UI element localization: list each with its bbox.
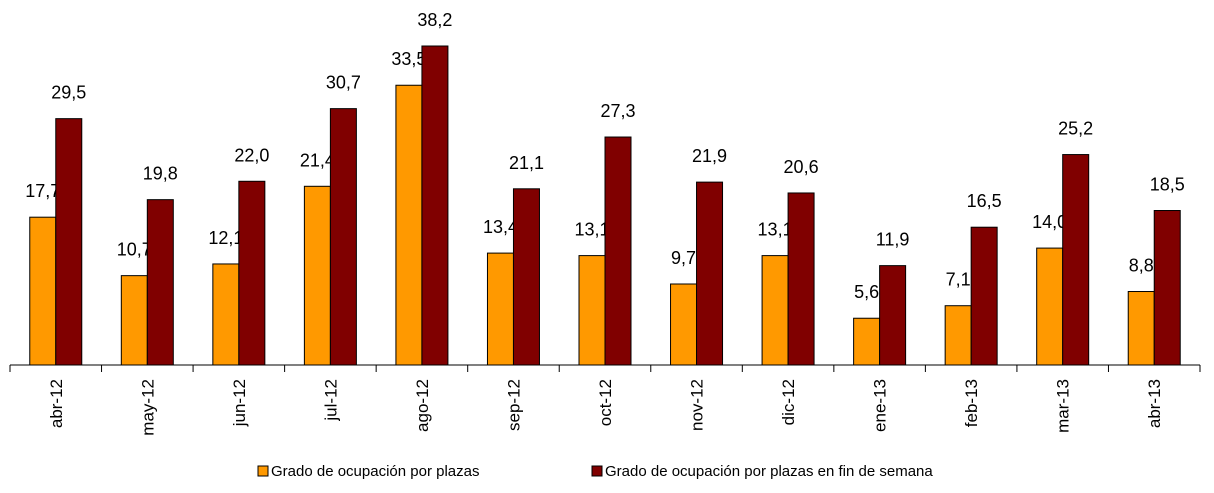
data-label-fin-de-semana-abr-12: 29,5 bbox=[51, 83, 86, 103]
data-label-plazas-abr-12: 17,7 bbox=[25, 181, 60, 201]
bars-layer: 17,7 29,5 10,7 19,8 12,1 22,0 21,4 30,7 33,5 38,2… bbox=[25, 10, 1185, 366]
x-axis: abr-12 may-12 jun-12 jul-12 ago-12 sep-12 oct-… bbox=[9, 364, 1201, 436]
bar-fin-de-semana-sep-12 bbox=[512, 188, 540, 366]
data-label-fin-de-semana-may-12: 19,8 bbox=[143, 164, 178, 184]
data-label-fin-de-semana-abr-13: 18,5 bbox=[1150, 175, 1185, 195]
x-tick-label-abr-13: abr-13 bbox=[1145, 379, 1164, 428]
bar-plazas-feb-13 bbox=[944, 305, 972, 366]
bar-fin-de-semana-feb-13 bbox=[970, 226, 998, 366]
x-tick-label-oct-12: oct-12 bbox=[596, 379, 615, 426]
data-label-plazas-jul-12: 21,4 bbox=[300, 150, 335, 170]
bar-plazas-dic-12 bbox=[761, 255, 789, 366]
bar-fin-de-semana-dic-12 bbox=[787, 192, 815, 366]
bar-plazas-nov-12 bbox=[670, 283, 698, 366]
bar-plazas-may-12 bbox=[120, 275, 148, 366]
data-label-plazas-ene-13: 5,6 bbox=[854, 282, 879, 302]
bar-fin-de-semana-jun-12 bbox=[238, 180, 266, 366]
x-tick-label-ene-13: ene-13 bbox=[871, 379, 890, 432]
bar-plazas-abr-12 bbox=[29, 216, 57, 366]
x-tick-label-ago-12: ago-12 bbox=[413, 379, 432, 432]
data-label-plazas-may-12: 10,7 bbox=[117, 240, 152, 260]
x-tick-label-mar-13: mar-13 bbox=[1054, 379, 1073, 433]
data-label-fin-de-semana-sep-12: 21,1 bbox=[509, 153, 544, 173]
x-tick-label-feb-13: feb-13 bbox=[962, 379, 981, 427]
legend-label-plazas: Grado de ocupación por plazas bbox=[271, 463, 479, 480]
data-label-fin-de-semana-jun-12: 22,0 bbox=[234, 145, 269, 165]
data-label-plazas-dic-12: 13,1 bbox=[758, 220, 793, 240]
data-label-plazas-ago-12: 33,5 bbox=[391, 49, 426, 69]
x-tick-label-jul-12: jul-12 bbox=[321, 379, 340, 422]
legend-label-fin-de-semana: Grado de ocupación por plazas en fin de … bbox=[605, 463, 933, 480]
bar-plazas-mar-13 bbox=[1036, 247, 1064, 366]
legend: Grado de ocupación por plazas Grado de oc… bbox=[257, 463, 933, 480]
bar-fin-de-semana-nov-12 bbox=[696, 181, 724, 366]
data-label-fin-de-semana-mar-13: 25,2 bbox=[1058, 119, 1093, 139]
bar-plazas-sep-12 bbox=[486, 252, 514, 366]
x-tick-label-sep-12: sep-12 bbox=[504, 379, 523, 431]
x-tick-label-may-12: may-12 bbox=[138, 379, 157, 436]
bar-fin-de-semana-abr-13 bbox=[1153, 210, 1181, 366]
data-label-plazas-oct-12: 13,1 bbox=[574, 220, 609, 240]
x-tick-label-nov-12: nov-12 bbox=[688, 379, 707, 431]
x-tick-label-abr-12: abr-12 bbox=[47, 379, 66, 428]
bar-fin-de-semana-ene-13 bbox=[879, 265, 907, 366]
bar-fin-de-semana-abr-12 bbox=[55, 118, 83, 366]
bar-fin-de-semana-ago-12 bbox=[421, 45, 449, 366]
bar-plazas-ene-13 bbox=[853, 317, 881, 366]
bar-plazas-ago-12 bbox=[395, 84, 423, 366]
data-label-fin-de-semana-ago-12: 38,2 bbox=[417, 10, 452, 30]
bar-fin-de-semana-may-12 bbox=[146, 199, 174, 366]
x-tick-label-jun-12: jun-12 bbox=[230, 379, 249, 427]
bar-fin-de-semana-mar-13 bbox=[1062, 154, 1090, 366]
data-label-plazas-abr-13: 8,8 bbox=[1129, 256, 1154, 276]
bar-fin-de-semana-oct-12 bbox=[604, 136, 632, 366]
data-label-plazas-jun-12: 12,1 bbox=[208, 228, 243, 248]
legend-swatch-plazas bbox=[257, 465, 269, 477]
data-label-plazas-sep-12: 13,4 bbox=[483, 217, 518, 237]
data-label-fin-de-semana-dic-12: 20,6 bbox=[784, 157, 819, 177]
data-label-fin-de-semana-feb-13: 16,5 bbox=[967, 191, 1002, 211]
bar-plazas-jul-12 bbox=[303, 185, 331, 366]
bar-plazas-oct-12 bbox=[578, 255, 606, 366]
bar-plazas-jun-12 bbox=[212, 263, 240, 366]
legend-swatch-fin-de-semana bbox=[591, 465, 603, 477]
data-label-fin-de-semana-oct-12: 27,3 bbox=[600, 101, 635, 121]
data-label-fin-de-semana-ene-13: 11,9 bbox=[876, 230, 910, 250]
data-label-plazas-nov-12: 9,7 bbox=[671, 248, 696, 268]
data-label-fin-de-semana-jul-12: 30,7 bbox=[326, 73, 361, 93]
data-label-fin-de-semana-nov-12: 21,9 bbox=[692, 146, 727, 166]
bar-plazas-abr-13 bbox=[1127, 291, 1155, 366]
data-label-plazas-mar-13: 14,0 bbox=[1032, 212, 1067, 232]
x-tick-label-dic-12: dic-12 bbox=[779, 379, 798, 425]
bar-fin-de-semana-jul-12 bbox=[329, 108, 357, 366]
data-label-plazas-feb-13: 7,1 bbox=[946, 270, 971, 290]
